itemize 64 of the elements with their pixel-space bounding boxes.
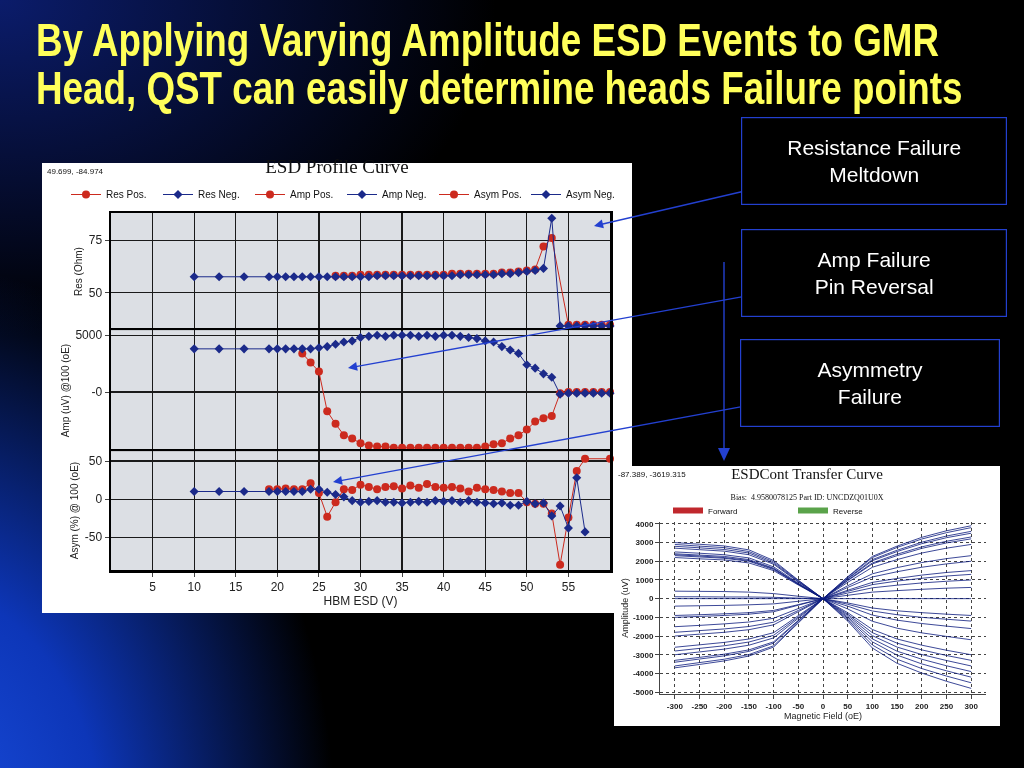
x-tick-label: 50 — [520, 579, 534, 594]
y-tick-label: -1000 — [632, 613, 654, 623]
x-tick-label: -150 — [740, 701, 758, 711]
x-tick-label: 20 — [270, 579, 285, 594]
y-tick-label: -2000 — [632, 631, 654, 641]
y-tick-label: 0 — [648, 594, 654, 604]
y-tick-label: 3000 — [635, 538, 654, 548]
legend-label: Amp Neg. — [382, 189, 427, 201]
y-axis-title: Amp (uV) @100 (oE) — [60, 343, 72, 438]
text: 49.699, -84.974 — [47, 167, 104, 176]
x-axis-title: HBM ESD (V) — [323, 593, 398, 608]
y-tick-label: 4000 — [635, 519, 654, 529]
y-tick-label: 0 — [95, 492, 103, 507]
text: Asymmetry Failure — [817, 358, 923, 409]
x-tick-label: 25 — [312, 579, 326, 594]
y-tick-label: -3000 — [632, 650, 654, 660]
x-tick-label: -300 — [666, 701, 684, 711]
x-tick-label: 100 — [865, 701, 880, 711]
text: By Applying Varying Amplitude ESD Events to GMR Head, QST can easily determine heads Failure points — [36, 14, 964, 114]
chart-title: ESD Profile Curve — [265, 156, 409, 178]
x-tick-label: 250 — [939, 701, 954, 711]
y-axis-title: Res (Ohm) — [73, 247, 85, 296]
y-tick-label: -0 — [91, 385, 103, 400]
text: Amp Failure Pin Reversal — [814, 248, 934, 299]
x-tick-label: -200 — [716, 701, 733, 711]
legend-label: Reverse — [833, 506, 864, 516]
x-tick-label: 300 — [964, 701, 979, 711]
x-tick-label: -250 — [691, 701, 709, 711]
text: Resistance Failure Meltdown — [787, 136, 962, 187]
chart-title: ESDCont Transfer Curve — [731, 465, 884, 482]
y-axis-title: Asym (%) @ 100 (oE) — [69, 461, 81, 560]
legend-label: Res Pos. — [106, 189, 147, 201]
y-tick-label: 50 — [88, 454, 103, 469]
y-tick-label: 1000 — [635, 575, 654, 585]
y-tick-label: -5000 — [632, 687, 654, 697]
x-tick-label: 0 — [820, 701, 826, 711]
text: -87.389, -3619.315 — [618, 470, 687, 479]
x-tick-label: 200 — [915, 701, 930, 711]
legend-label: Res Neg. — [198, 189, 240, 201]
y-tick-label: 5000 — [75, 328, 103, 343]
x-tick-label: 30 — [353, 579, 368, 594]
x-tick-label: 45 — [478, 579, 493, 594]
x-tick-label: 15 — [229, 579, 243, 594]
y-axis-title: Amplitude (uV) — [620, 578, 631, 638]
y-tick-label: -50 — [84, 530, 103, 545]
x-tick-label: -50 — [792, 701, 805, 711]
x-tick-label: 35 — [395, 579, 410, 594]
x-tick-label: 5 — [149, 579, 157, 594]
legend-label: Asym Pos. — [474, 189, 522, 201]
y-tick-label: 2000 — [635, 557, 654, 567]
x-tick-label: 55 — [561, 579, 576, 594]
x-tick-label: 150 — [890, 701, 905, 711]
legend-label: Forward — [708, 506, 738, 516]
chart-subtitle: Bias: 4.9580078125 Part ID: UNCDZQ01U0X — [730, 492, 884, 502]
y-tick-label: 75 — [88, 233, 103, 248]
legend-label: Asym Neg. — [566, 189, 615, 201]
y-tick-label: 50 — [88, 285, 103, 300]
legend-label: Amp Pos. — [290, 189, 334, 201]
x-tick-label: 10 — [187, 579, 202, 594]
x-tick-label: 50 — [843, 701, 853, 711]
x-tick-label: 40 — [436, 579, 451, 594]
x-axis-title: Magnetic Field (oE) — [783, 710, 863, 721]
x-tick-label: -100 — [765, 701, 783, 711]
y-tick-label: -4000 — [632, 669, 654, 679]
